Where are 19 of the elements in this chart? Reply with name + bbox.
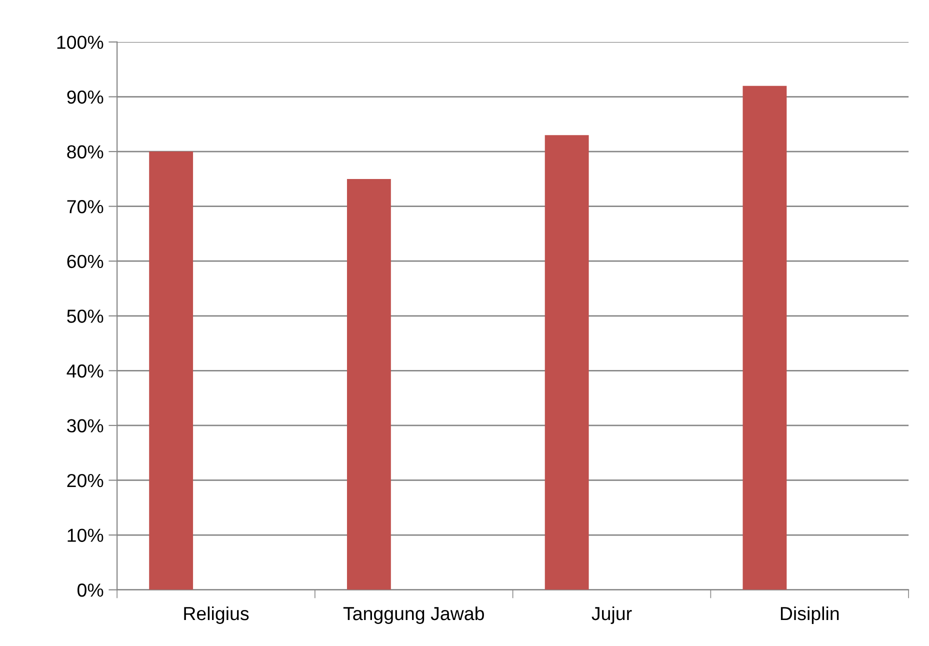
x-tick-label: Disiplin [780,606,839,624]
bar [742,86,787,590]
y-tick-label: 0% [77,584,104,597]
x-tick-label: Tanggung Jawab [343,606,484,624]
y-tick-label: 50% [67,310,104,323]
bar [346,178,391,590]
bar [149,152,194,590]
y-tick-label: 20% [67,474,104,488]
y-tick-label: 70% [67,200,104,214]
y-tick-label: 30% [67,419,104,432]
x-tick-label: Jujur [592,606,632,624]
y-tick-label: 90% [67,90,104,104]
bar [544,135,589,590]
y-tick-label: 40% [66,364,104,378]
y-tick-label: 10% [68,528,104,542]
y-tick-label: 80% [67,145,104,159]
y-tick-label: 60% [67,254,104,268]
x-tick-label: Religius [184,606,249,624]
y-tick-label: 100% [57,36,104,49]
